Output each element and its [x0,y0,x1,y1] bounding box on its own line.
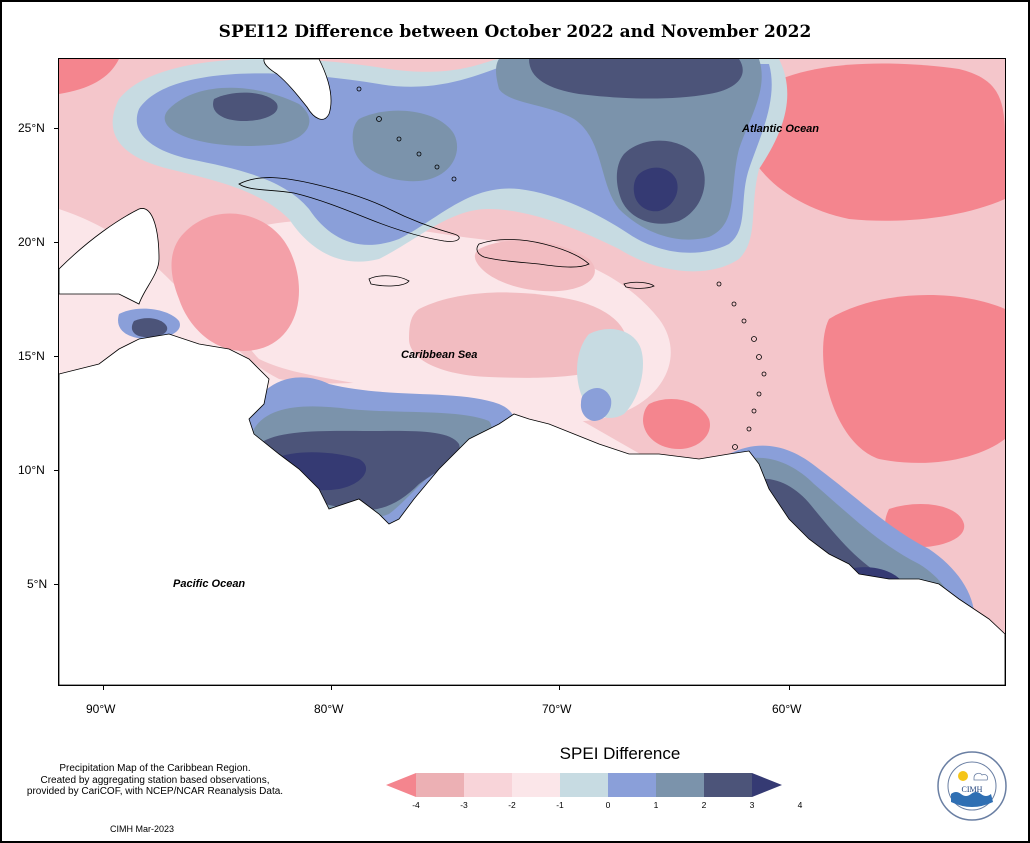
legend-swatch [386,773,416,797]
blob-bahamas [352,110,458,182]
blob-atlantic-east [823,295,1005,463]
cloud-icon [973,772,989,781]
note-line: Precipitation Map of the Caribbean Regio… [59,763,251,774]
legend-swatch [608,773,656,797]
blob-hispaniola [474,240,595,292]
lon-label-80: 80°W [314,702,344,716]
lon-tick-90 [103,685,104,690]
note-line: Created by aggregating station based obs… [40,774,270,786]
spei-map [58,58,1006,686]
lat-label-10: 10°N [18,463,45,477]
lat-label-5: 5°N [27,577,48,591]
lon-label-90: 90°W [86,702,116,716]
lon-tick-80 [331,685,332,690]
blob-plus4-atlantic [633,167,678,212]
lat-label-15: 15°N [18,349,45,363]
map-title: SPEI12 Difference between October 2022 a… [218,22,812,42]
legend-tick-label: 4 [797,800,803,810]
legend-swatch [464,773,512,797]
legend-tick-label: -2 [508,800,516,810]
pacific-ocean-label: Pacific Ocean [173,578,246,590]
land-lesser-antilles [716,281,767,450]
contour-plus3-north [529,59,743,99]
blob-plus3-florida [213,92,278,121]
legend-tick-label: -1 [556,800,564,810]
blob-venezuela-core [580,387,612,421]
land-south-central-america [59,333,1005,685]
credit-text: CIMH Mar-2023 [110,824,175,834]
legend-swatch [512,773,560,797]
lon-label-70: 70°W [542,702,572,716]
legend-swatch [752,773,782,797]
legend-title: SPEI Difference [559,744,681,763]
blob-atlantic-north [744,63,1005,221]
data-source-note: Precipitation Map of the Caribbean Regio… [10,763,300,798]
lon-tick-70 [559,685,560,690]
land-yucatan [59,208,160,305]
legend-swatch [656,773,704,797]
logo-text: CIMH [962,785,983,794]
sun-icon [958,771,968,781]
note-line: provided by CariCOF, with NCEP/NCAR Rean… [26,786,284,797]
atlantic-ocean-label: Atlantic Ocean [742,123,820,135]
legend-tick-label: -3 [460,800,468,810]
blob-cayman [171,213,299,351]
legend-swatch [704,773,752,797]
land-hispaniola [476,239,590,268]
blob-gulf-honduras-core [131,318,168,338]
land-cuba [238,177,460,242]
legend-tick-label: 1 [653,800,659,810]
lat-tick-10 [54,470,59,471]
legend-tick-label: -4 [412,800,420,810]
blob-trinidad-east [643,399,710,449]
waves-icon [951,792,993,807]
legend-tick-label: 2 [701,800,707,810]
caribbean-sea-label: Caribbean Sea [401,349,478,361]
legend-tick-label: 0 [605,800,611,810]
lat-label-20: 20°N [18,235,45,249]
lon-label-60: 60°W [772,702,802,716]
legend-tick-label: 3 [749,800,755,810]
land-bahamas [356,86,457,182]
lat-tick-20 [54,242,59,243]
lat-label-25: 25°N [18,121,45,135]
lat-tick-15 [54,356,59,357]
land-florida [263,59,332,120]
lon-tick-60 [789,685,790,690]
lat-tick-25 [54,128,59,129]
land-jamaica [368,275,410,287]
legend-swatch [416,773,464,797]
spei-map-canvas [59,59,1005,685]
lat-tick-5 [54,584,59,585]
legend-swatch [560,773,608,797]
land-puerto-rico [623,281,655,289]
blob-gulf [59,59,119,94]
legend-colorbar [386,773,782,797]
cimh-logo: CIMH [937,751,1007,821]
blob-central-caribbean [409,292,627,378]
